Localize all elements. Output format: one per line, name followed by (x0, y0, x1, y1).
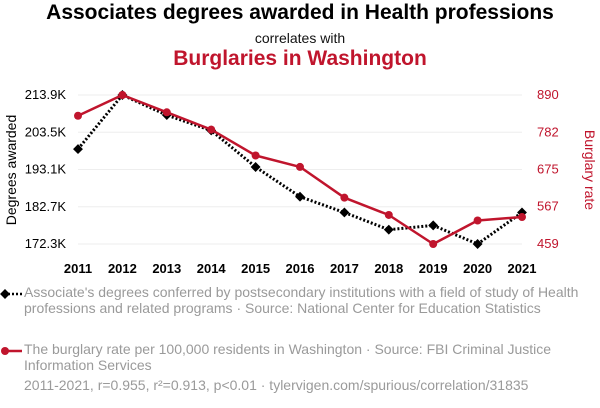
x-tick-label: 2018 (374, 261, 403, 276)
left-tick-label: 193.1K (25, 162, 67, 177)
legend-label-degrees: Associate's degrees conferred by postsec… (24, 284, 579, 316)
x-tick-label: 2016 (286, 261, 315, 276)
line-chart: 172.3K 182.7K 193.1K 203.5K 213.9K 459 567 675 7… (3, 87, 598, 276)
left-tick-label: 213.9K (25, 87, 67, 102)
series-1-point (118, 91, 127, 99)
right-tick-label: 675 (537, 161, 559, 176)
series-0-point (339, 207, 350, 218)
right-tick-label: 782 (537, 124, 559, 139)
series-0-point (295, 191, 305, 202)
x-tick-label: 2019 (419, 261, 448, 276)
x-tick-label: 2014 (197, 261, 227, 276)
series-0-point (73, 144, 83, 155)
legend-symbol-degrees (0, 289, 22, 299)
chart-title: Associates degrees awarded in Health pro… (46, 1, 554, 24)
right-tick-label: 459 (537, 236, 559, 251)
x-tick-label: 2015 (241, 261, 270, 276)
left-tick-label: 203.5K (25, 124, 67, 139)
left-tick-label: 172.3K (25, 236, 67, 251)
series-0-point (383, 224, 394, 235)
left-tick-label: 182.7K (25, 199, 67, 214)
series-1-point (207, 125, 216, 134)
series-1-point (340, 193, 349, 202)
series-0-point (250, 162, 261, 172)
series-1-point (162, 108, 171, 117)
series-0-point (428, 220, 439, 231)
right-tick-label: 890 (537, 87, 559, 102)
footer-stats: 2011-2021, r=0.955, r²=0.913, p<0.01 · t… (24, 377, 529, 393)
chart-connector-text: correlates with (254, 30, 346, 46)
x-tick-label: 2020 (463, 261, 492, 276)
series-1-point (74, 111, 82, 120)
x-tick-label: 2017 (330, 261, 359, 276)
chart-subtitle: Burglaries in Washington (173, 47, 427, 70)
series-1-point (473, 216, 482, 225)
x-tick-label: 2012 (108, 261, 137, 276)
left-axis-title: Degrees awarded (3, 115, 19, 226)
right-tick-label: 567 (537, 199, 559, 214)
series-0-point (472, 239, 483, 249)
x-tick-label: 2021 (508, 261, 537, 276)
legend-symbol-burglary (1, 347, 22, 355)
x-tick-label: 2011 (64, 261, 92, 276)
series-1-point (518, 213, 526, 222)
x-tick-label: 2013 (152, 261, 181, 276)
legend-label-burglary: The burglary rate per 100,000 residents … (24, 341, 552, 373)
series-1-point (296, 162, 304, 171)
series-1-point (251, 151, 260, 160)
series-1-point (384, 210, 393, 219)
right-axis-title: Burglary rate (582, 130, 598, 210)
series-1-point (429, 240, 438, 248)
